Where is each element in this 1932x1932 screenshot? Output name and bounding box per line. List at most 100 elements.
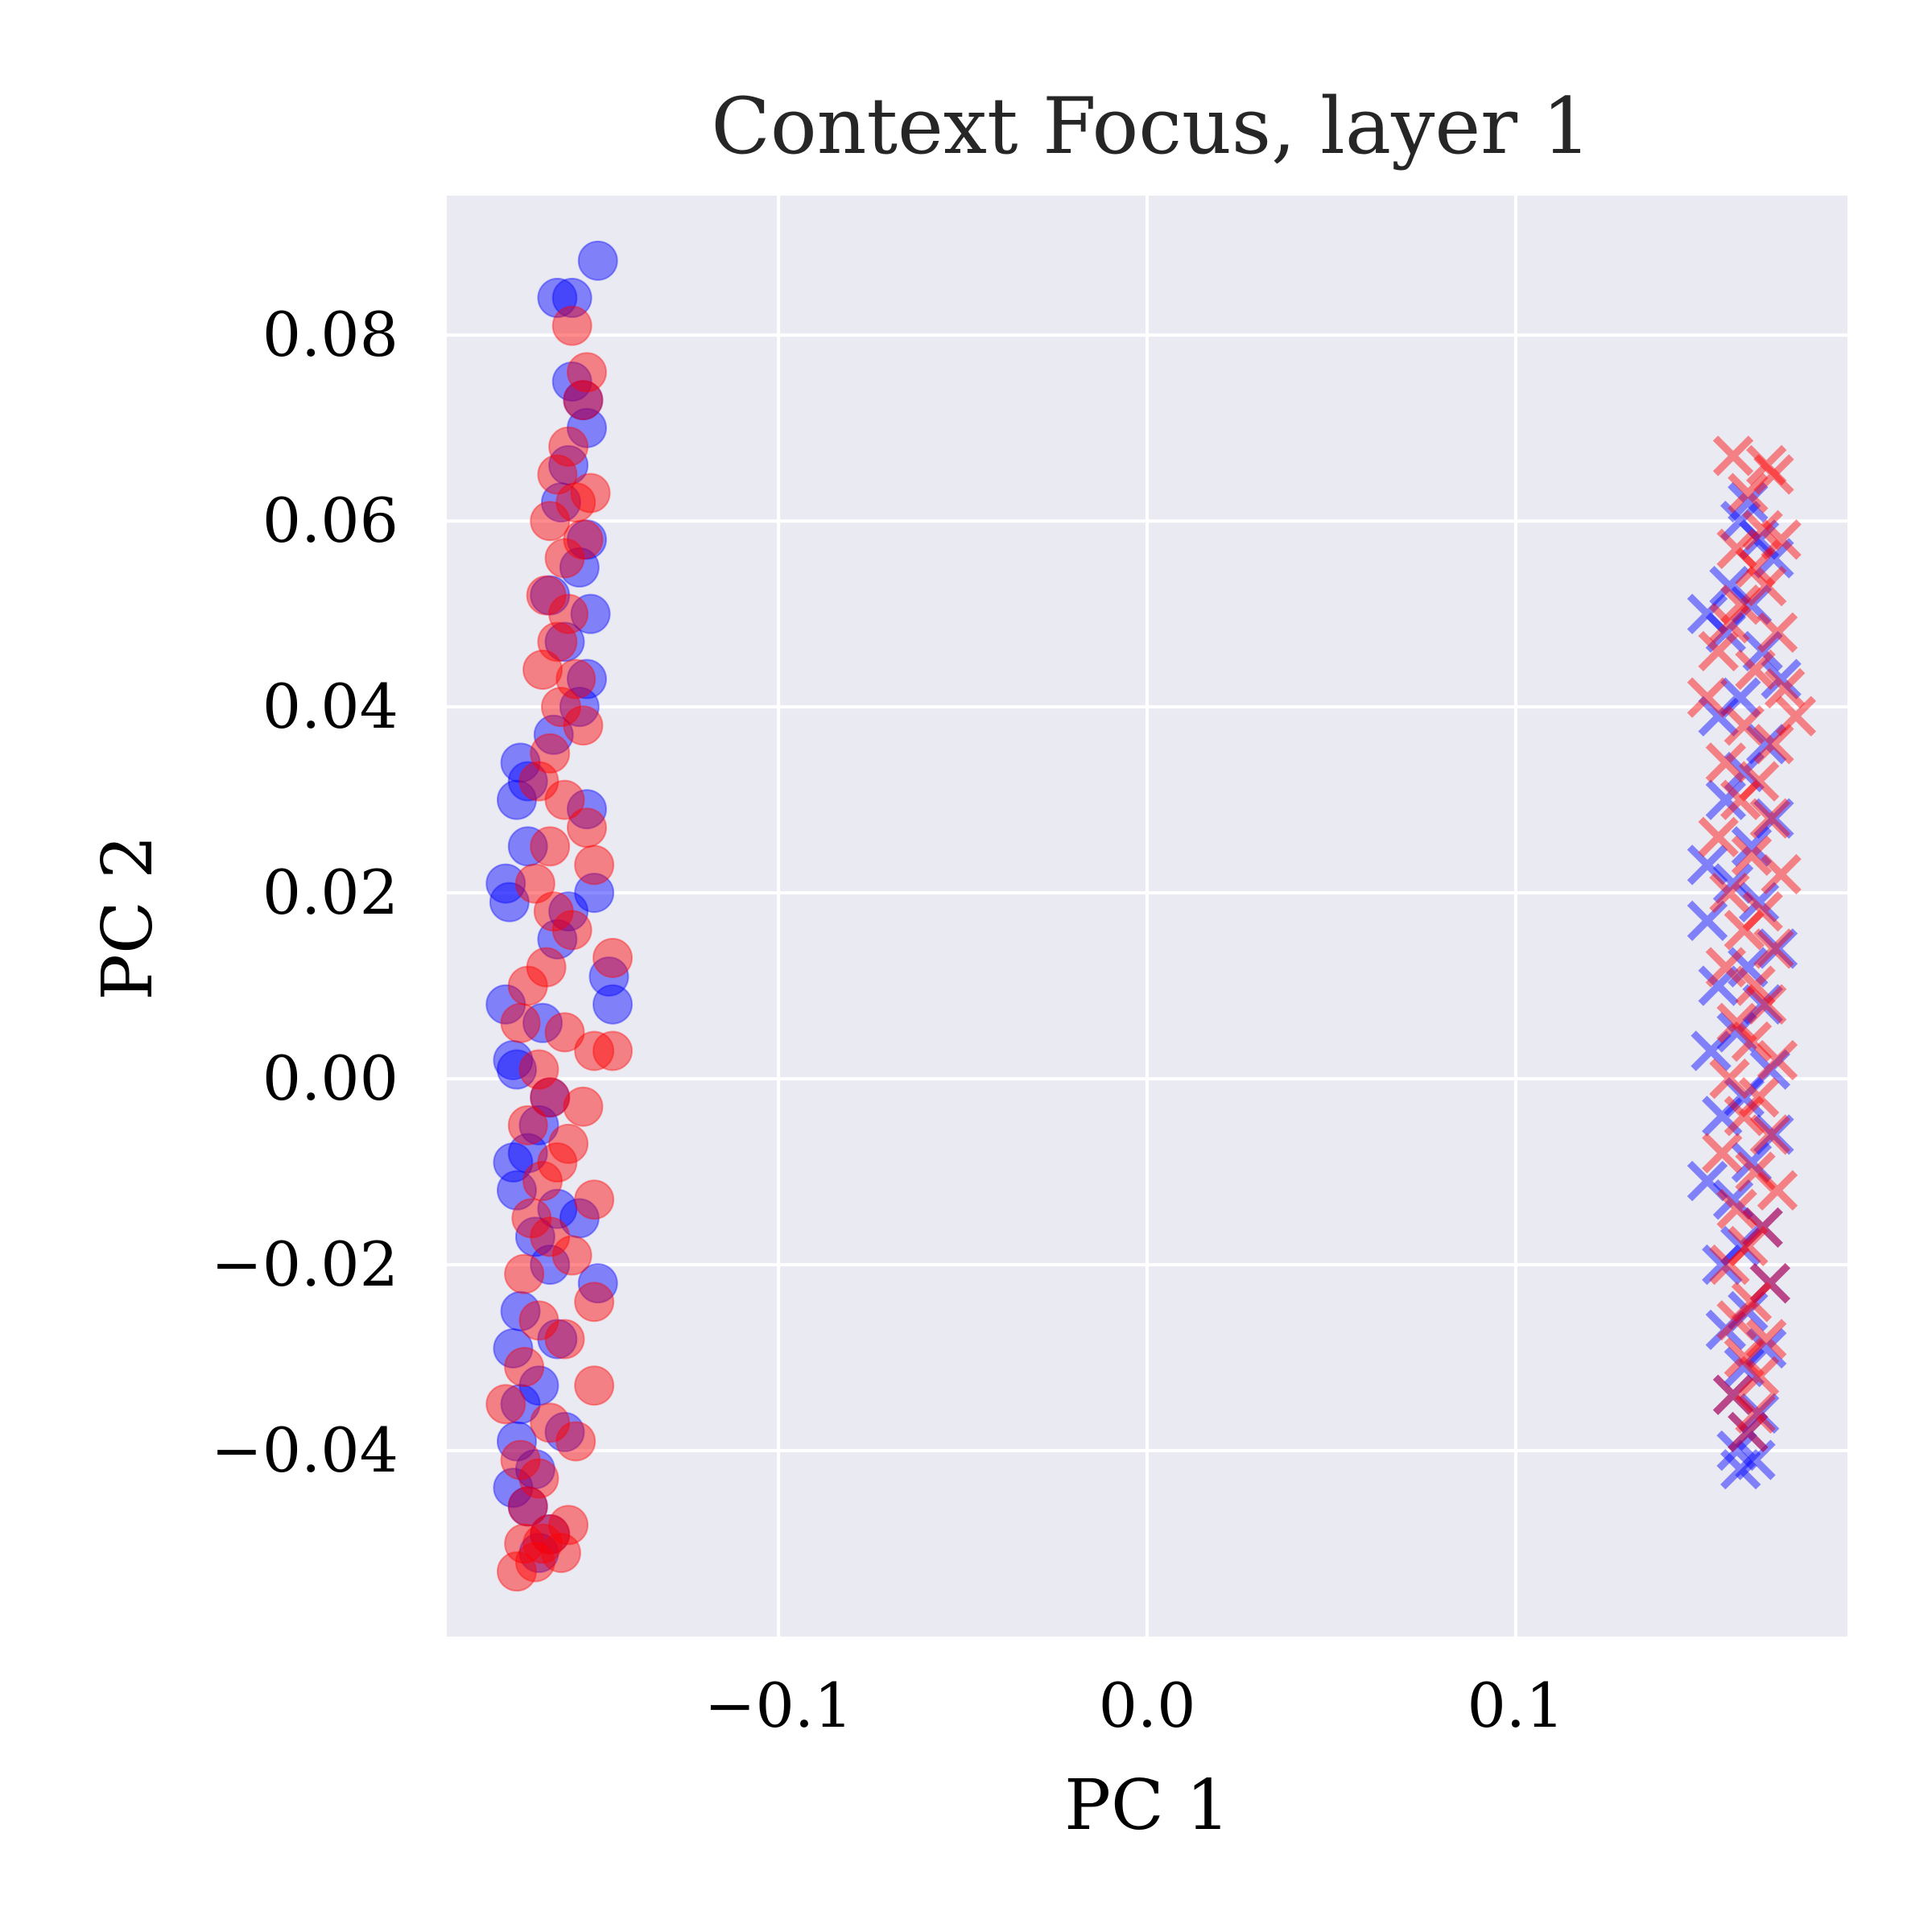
data-point	[530, 1245, 571, 1286]
data-point	[1686, 677, 1728, 718]
data-point	[1709, 1244, 1750, 1286]
data-point	[1746, 1319, 1787, 1360]
data-point	[522, 1002, 564, 1043]
data-point	[588, 956, 630, 997]
data-point	[1720, 1448, 1761, 1490]
data-point	[1753, 454, 1794, 495]
data-point	[526, 947, 567, 988]
x-axis-label: PC 1	[1064, 1765, 1230, 1846]
data-point	[1746, 984, 1787, 1025]
data-point	[507, 1486, 548, 1527]
data-point	[1712, 1179, 1754, 1220]
data-point	[1753, 1114, 1794, 1155]
data-point	[1698, 696, 1739, 737]
data-point	[1735, 1151, 1776, 1192]
data-point	[1698, 965, 1739, 1006]
data-point	[500, 742, 541, 783]
data-point	[548, 891, 589, 932]
data-point	[1709, 872, 1750, 914]
x-tick-label: 0.0	[1099, 1670, 1196, 1741]
data-point	[567, 807, 607, 848]
data-point	[1757, 1170, 1798, 1211]
data-point	[507, 965, 548, 1006]
data-point	[1731, 1021, 1773, 1063]
data-point	[1738, 1393, 1780, 1435]
data-point	[1709, 603, 1750, 644]
data-point	[1761, 853, 1802, 895]
data-point	[1731, 584, 1773, 625]
data-point	[485, 984, 526, 1025]
data-point	[1724, 1096, 1765, 1137]
data-point	[540, 482, 581, 523]
data-point	[544, 621, 585, 663]
data-point	[1749, 798, 1791, 839]
series-2-x	[1686, 481, 1802, 1490]
data-point	[570, 593, 611, 634]
data-point	[551, 278, 592, 319]
data-point	[526, 575, 567, 616]
data-point	[567, 789, 607, 830]
data-point	[500, 1384, 541, 1425]
y-tick-label: 0.06	[262, 485, 398, 556]
data-point	[530, 826, 571, 867]
data-point	[530, 1402, 571, 1443]
data-point	[548, 444, 589, 485]
data-point	[514, 1542, 555, 1583]
data-point	[522, 1523, 564, 1564]
data-point	[1731, 1141, 1773, 1183]
data-point	[1686, 844, 1728, 886]
data-point	[500, 1290, 541, 1331]
data-point	[1702, 1133, 1743, 1174]
data-point	[1728, 947, 1769, 988]
y-tick-label: 0.04	[262, 671, 398, 742]
series-3-x	[1686, 436, 1817, 1453]
data-point	[518, 1533, 559, 1574]
data-point	[530, 733, 571, 774]
data-point	[1731, 1282, 1773, 1323]
data-point	[518, 1365, 559, 1406]
data-point	[559, 687, 600, 728]
data-point	[497, 779, 537, 820]
data-point	[1705, 779, 1747, 820]
data-point	[551, 361, 592, 402]
data-point	[574, 1282, 615, 1323]
data-points	[485, 240, 1817, 1592]
data-point	[548, 1123, 589, 1164]
data-point	[1775, 696, 1817, 737]
data-point	[544, 1012, 585, 1053]
data-point	[1720, 501, 1761, 542]
data-point	[1712, 1374, 1754, 1415]
data-point	[551, 1235, 592, 1276]
data-point	[493, 1040, 534, 1080]
data-point	[544, 1319, 585, 1360]
data-point	[1735, 1393, 1776, 1435]
data-point	[1702, 1244, 1743, 1286]
data-point	[540, 1533, 581, 1574]
y-tick-label: −0.04	[211, 1414, 398, 1486]
data-point	[574, 1030, 615, 1071]
data-point	[544, 779, 585, 820]
data-point	[537, 1142, 578, 1183]
data-point	[574, 873, 615, 914]
data-point	[1728, 1411, 1769, 1453]
data-point	[507, 826, 548, 867]
data-point	[1724, 910, 1765, 951]
data-point	[1749, 1049, 1791, 1090]
data-point	[1761, 519, 1802, 560]
data-point	[507, 1486, 548, 1527]
data-point	[1738, 761, 1780, 802]
data-point	[563, 380, 604, 421]
data-point	[1716, 528, 1757, 570]
data-point	[551, 305, 592, 346]
data-point	[1742, 1207, 1783, 1249]
data-point	[555, 482, 597, 523]
data-point	[1709, 1058, 1750, 1100]
data-point	[537, 621, 578, 663]
data-point	[1753, 928, 1794, 969]
data-point	[592, 1030, 634, 1071]
data-point	[559, 547, 600, 588]
data-point	[497, 1170, 537, 1211]
data-point	[544, 538, 585, 579]
data-point	[1742, 510, 1783, 551]
data-point	[567, 407, 607, 448]
